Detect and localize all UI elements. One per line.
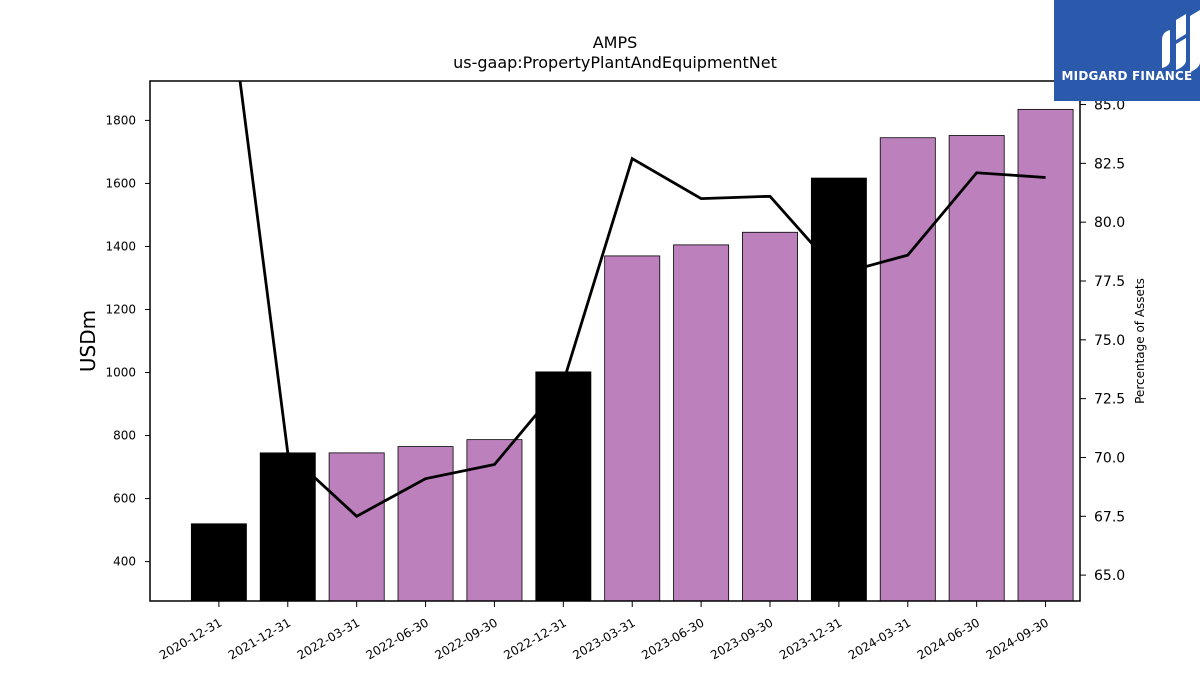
right-tick-label: 80.0 (1094, 215, 1125, 231)
left-tick-label: 600 (113, 492, 136, 506)
bar-2023-03-31 (604, 255, 661, 602)
x-tick-label: 2024-09-30 (984, 615, 1051, 662)
brand-logo: MIDGARD FINANCE (1054, 0, 1200, 101)
left-axis: 400 600 800 1000 1200 1400 1600 1800 (105, 113, 150, 569)
bar-2024-09-30 (1017, 108, 1074, 602)
right-tick-label: 70.0 (1094, 450, 1125, 466)
x-tick-label: 2023-03-31 (570, 615, 637, 662)
percentage-line (238, 81, 1046, 519)
x-tick-label: 2023-12-31 (777, 615, 844, 662)
x-tick-label: 2020-12-31 (157, 615, 224, 662)
left-tick-label: 1000 (105, 366, 136, 380)
chart-title: AMPS (593, 33, 638, 52)
line-group (238, 81, 1046, 519)
x-tick-label: 2023-06-30 (639, 615, 706, 662)
right-tick-label: 82.5 (1094, 156, 1125, 172)
bar-2024-06-30 (948, 135, 1005, 602)
left-tick-label: 1800 (105, 113, 136, 127)
x-tick-label: 2022-06-30 (364, 615, 431, 662)
bar-2021-12-31 (259, 452, 316, 602)
bar-2022-06-30 (397, 446, 454, 602)
x-tick-label: 2022-03-31 (295, 615, 362, 662)
bars-group (190, 108, 1074, 602)
right-axis: 65.0 67.5 70.0 72.5 75.0 77.5 80.0 82.5 85.0 (1080, 98, 1125, 584)
bar-2023-12-31 (810, 177, 867, 602)
bar-2023-06-30 (673, 244, 730, 602)
x-tick-label: 2024-06-30 (915, 615, 982, 662)
right-tick-label: 75.0 (1094, 333, 1125, 349)
y-axis-label: USDm (76, 310, 100, 372)
x-tick-label: 2022-09-30 (433, 615, 500, 662)
right-tick-label: 67.5 (1094, 509, 1125, 525)
bar-2022-03-31 (328, 452, 385, 602)
right-tick-label: 65.0 (1094, 568, 1125, 584)
bar-2020-12-31 (190, 523, 247, 602)
right-tick-label: 85.0 (1094, 98, 1125, 114)
midgard-logo-icon (1162, 10, 1200, 72)
chart-subtitle: us-gaap:PropertyPlantAndEquipmentNet (453, 53, 777, 72)
left-tick-label: 400 (113, 555, 136, 569)
left-tick-label: 1400 (105, 239, 136, 253)
left-tick-label: 1600 (105, 176, 136, 190)
left-tick-label: 800 (113, 429, 136, 443)
x-tick-label: 2023-09-30 (708, 615, 775, 662)
x-tick-label: 2021-12-31 (226, 615, 293, 662)
x-tick-label: 2024-03-31 (846, 615, 913, 662)
bar-2022-09-30 (466, 439, 523, 602)
y2-axis-label: Percentage of Assets (1133, 278, 1147, 404)
plot-frame (149, 80, 1081, 602)
bar-2023-09-30 (742, 231, 798, 602)
right-tick-label: 72.5 (1094, 392, 1125, 408)
left-tick-label: 1200 (105, 302, 136, 316)
x-tick-label: 2022-12-31 (501, 615, 568, 662)
bar-2022-12-31 (535, 371, 592, 602)
right-tick-label: 77.5 (1094, 274, 1125, 290)
logo-text: MIDGARD FINANCE (1061, 69, 1193, 83)
x-axis: 2020-12-31 2021-12-31 2022-03-31 2022-06-30… (157, 601, 1051, 662)
bar-2024-03-31 (879, 137, 936, 602)
